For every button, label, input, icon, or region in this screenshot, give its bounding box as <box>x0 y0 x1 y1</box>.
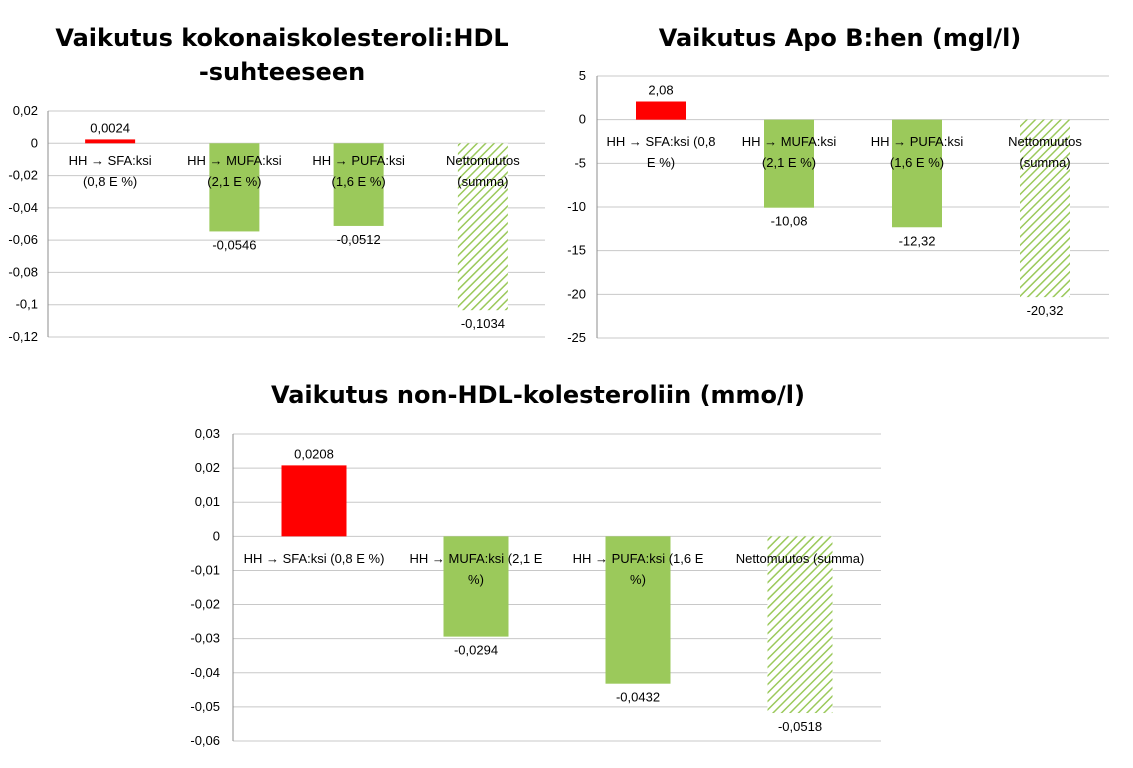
y-tick-label: -25 <box>567 330 586 345</box>
bar-3 <box>333 143 384 226</box>
data-label: -0,0432 <box>616 690 660 705</box>
y-tick-label: -0,04 <box>190 665 220 680</box>
chart-title: Vaikutus kokonaiskolesteroli:HDL <box>55 24 508 52</box>
category-label: HH → PUFA:ksi <box>312 153 405 168</box>
data-label: -10,08 <box>771 214 808 229</box>
y-tick-label: -0,04 <box>8 200 38 215</box>
category-label: (summa) <box>1019 155 1070 170</box>
y-tick-label: -5 <box>574 155 586 170</box>
category-label: Nettomuutos <box>446 153 520 168</box>
chart-title: -suhteeseen <box>199 58 365 86</box>
category-label: HH → SFA:ksi (0,8 <box>606 134 715 149</box>
category-label: HH → SFA:ksi <box>69 153 152 168</box>
y-tick-label: -0,03 <box>190 631 220 646</box>
y-tick-label: 0,03 <box>195 426 220 441</box>
category-label: HH → SFA:ksi (0,8 E %) <box>244 551 385 566</box>
y-tick-label: 0,02 <box>195 460 220 475</box>
y-tick-label: -0,06 <box>8 232 38 247</box>
chart-title: Vaikutus Apo B:hen (mgl/l) <box>659 24 1022 52</box>
data-label: 0,0208 <box>294 446 334 461</box>
y-tick-label: 0,02 <box>13 103 38 118</box>
y-tick-label: -0,1 <box>16 297 38 312</box>
bar-1 <box>281 465 347 537</box>
category-label: HH → MUFA:ksi (2,1 E <box>410 551 543 566</box>
chart-1: Vaikutus kokonaiskolesteroli:HDL -suhtees… <box>8 24 545 344</box>
category-label: (summa) <box>457 174 508 189</box>
y-tick-label: 5 <box>579 68 586 83</box>
bar-1 <box>636 101 686 120</box>
bar-2 <box>764 119 814 208</box>
category-label: HH → MUFA:ksi <box>187 153 282 168</box>
category-label: HH → PUFA:ksi <box>871 134 964 149</box>
y-tick-label: 0,01 <box>195 494 220 509</box>
y-tick-label: 0 <box>213 528 220 543</box>
y-tick-label: -15 <box>567 243 586 258</box>
chart-2: Vaikutus Apo B:hen (mgl/l) 5 0 -5 -10 -15 -20 -… <box>567 24 1109 345</box>
data-label: 0,0024 <box>90 120 130 135</box>
category-label: (2,1 E %) <box>207 174 261 189</box>
data-label: -0,0294 <box>454 643 498 658</box>
y-tick-label: -0,12 <box>8 329 38 344</box>
y-tick-label: 0 <box>31 135 38 150</box>
data-label: -0,1034 <box>461 316 505 331</box>
data-label: -20,32 <box>1027 303 1064 318</box>
data-label: -0,0512 <box>337 232 381 247</box>
y-tick-label: -0,05 <box>190 699 220 714</box>
bar-4 <box>457 143 508 311</box>
y-tick-label: -0,08 <box>8 264 38 279</box>
category-label: (2,1 E %) <box>762 155 816 170</box>
y-tick-label: -20 <box>567 286 586 301</box>
category-label: (0,8 E %) <box>83 174 137 189</box>
bar-1 <box>85 139 136 144</box>
category-label: %) <box>630 572 646 587</box>
category-label: (1,6 E %) <box>890 155 944 170</box>
y-tick-label: -10 <box>567 199 586 214</box>
bar-3 <box>892 119 942 228</box>
y-tick-label: -0,01 <box>190 562 220 577</box>
category-label: E %) <box>647 155 675 170</box>
bar-4 <box>1020 119 1070 298</box>
y-tick-label: 0 <box>579 112 586 127</box>
data-label: -12,32 <box>899 233 936 248</box>
data-label: -0,0518 <box>778 719 822 734</box>
chart-title: Vaikutus non-HDL-kolesteroliin (mmo/l) <box>271 381 805 409</box>
category-label: (1,6 E %) <box>332 174 386 189</box>
category-label: HH → PUFA:ksi (1,6 E <box>573 551 704 566</box>
bar-2 <box>443 536 509 637</box>
y-tick-label: -0,02 <box>8 168 38 183</box>
bar-2 <box>209 143 260 232</box>
data-label: 2,08 <box>648 83 673 98</box>
y-tick-label: -0,02 <box>190 597 220 612</box>
category-label: Nettomuutos <box>1008 134 1082 149</box>
bar-3 <box>605 536 671 684</box>
y-tick-label: -0,06 <box>190 733 220 748</box>
bar-4 <box>767 536 833 714</box>
category-label: Nettomuutos (summa) <box>736 551 865 566</box>
category-label: %) <box>468 572 484 587</box>
data-label: -0,0546 <box>212 237 256 252</box>
chart-3: Vaikutus non-HDL-kolesteroliin (mmo/l) 0,… <box>190 381 881 748</box>
category-label: HH → MUFA:ksi <box>742 134 837 149</box>
